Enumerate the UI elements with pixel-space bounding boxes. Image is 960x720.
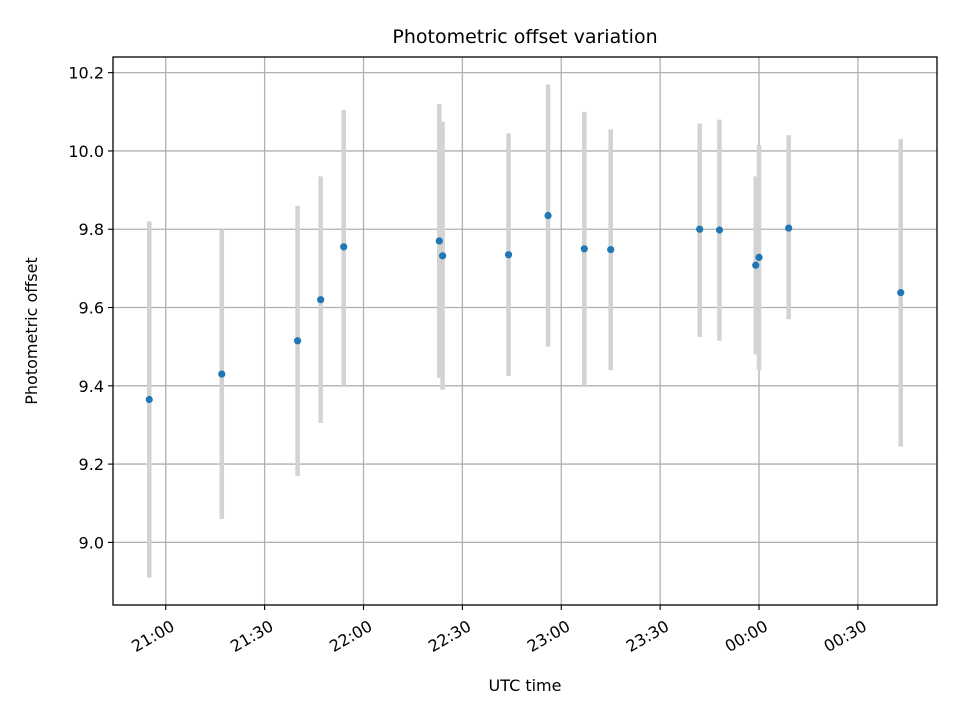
data-point [544, 211, 552, 220]
error-bars [147, 84, 903, 578]
y-axis-label: Photometric offset [22, 257, 41, 405]
data-point [580, 245, 588, 253]
x-tick-label: 00:00 [722, 616, 771, 656]
data-point [317, 296, 325, 304]
data-point [715, 226, 724, 234]
data-point [145, 395, 153, 404]
data-point [340, 243, 348, 251]
y-tick-label: 10.0 [68, 142, 104, 161]
data-point [752, 261, 760, 269]
data-point [504, 251, 513, 259]
y-tick-label: 9.6 [79, 299, 104, 318]
y-tick-label: 9.8 [79, 220, 104, 239]
y-tick-label: 9.4 [79, 377, 104, 396]
x-axis: 21:00 21:30 22:00 22:30 23:00 23:30 00:00 00:30 [128, 605, 870, 656]
data-point [293, 337, 302, 345]
x-tick-label: 23:30 [623, 616, 672, 656]
data-point [755, 253, 763, 262]
data-point [435, 237, 443, 245]
x-tick-label: 23:00 [524, 616, 573, 656]
x-tick-label: 00:30 [820, 616, 869, 656]
plot-frame [112, 56, 938, 606]
x-tick-label: 21:00 [128, 616, 177, 656]
grid [113, 57, 937, 605]
data-points [145, 211, 905, 404]
data-point [785, 224, 793, 232]
y-tick-label: 9.0 [79, 533, 104, 552]
x-tick-label: 22:30 [425, 616, 474, 656]
data-point [218, 370, 226, 378]
y-tick-label: 9.2 [79, 455, 104, 474]
chart-title: Photometric offset variation [392, 26, 657, 48]
data-point [607, 245, 615, 254]
data-point [696, 225, 704, 233]
data-point [897, 289, 905, 297]
data-point [439, 252, 447, 260]
x-axis-label: UTC time [489, 676, 562, 695]
x-tick-label: 21:30 [227, 616, 276, 656]
x-tick-label: 22:00 [326, 616, 375, 656]
y-tick-label: 10.2 [68, 64, 104, 83]
y-axis: 9.0 9.2 9.4 9.6 9.8 10.0 10.2 [68, 64, 113, 552]
